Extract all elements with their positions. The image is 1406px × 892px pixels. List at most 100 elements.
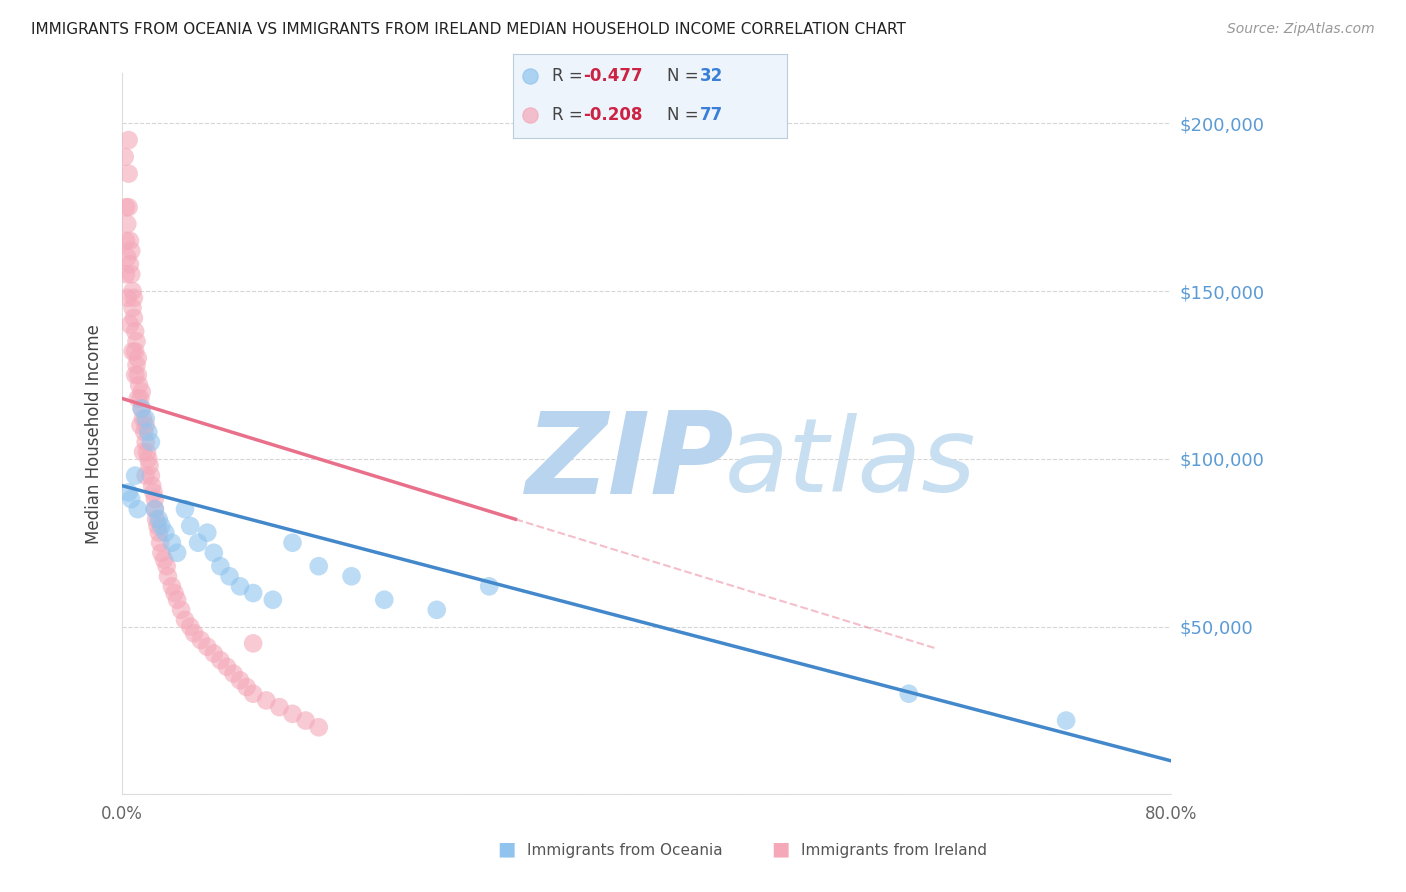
Text: -0.477: -0.477 bbox=[583, 68, 643, 86]
Text: Source: ZipAtlas.com: Source: ZipAtlas.com bbox=[1227, 22, 1375, 37]
Point bbox=[122, 291, 145, 305]
Point bbox=[127, 351, 149, 366]
Point bbox=[138, 458, 160, 473]
Point bbox=[179, 619, 201, 633]
Point bbox=[209, 559, 232, 574]
Point bbox=[174, 502, 197, 516]
Point bbox=[136, 451, 159, 466]
Point bbox=[132, 445, 155, 459]
Point bbox=[129, 392, 152, 406]
Point bbox=[163, 586, 186, 600]
Point bbox=[127, 392, 149, 406]
Point bbox=[148, 512, 170, 526]
Point bbox=[426, 603, 449, 617]
Point bbox=[166, 546, 188, 560]
Point bbox=[131, 401, 153, 416]
Point bbox=[127, 502, 149, 516]
Point bbox=[242, 636, 264, 650]
Point bbox=[478, 579, 501, 593]
Point bbox=[155, 525, 177, 540]
Point bbox=[121, 344, 143, 359]
Point bbox=[235, 680, 257, 694]
Text: N =: N = bbox=[666, 68, 703, 86]
Text: N =: N = bbox=[666, 106, 703, 124]
Point bbox=[115, 200, 138, 214]
Point bbox=[209, 653, 232, 667]
Point bbox=[373, 592, 395, 607]
Text: IMMIGRANTS FROM OCEANIA VS IMMIGRANTS FROM IRELAND MEDIAN HOUSEHOLD INCOME CORRE: IMMIGRANTS FROM OCEANIA VS IMMIGRANTS FR… bbox=[31, 22, 905, 37]
Point bbox=[160, 579, 183, 593]
Point bbox=[117, 133, 139, 147]
Point bbox=[115, 234, 138, 248]
Point bbox=[1054, 714, 1077, 728]
Text: 32: 32 bbox=[700, 68, 723, 86]
Point bbox=[215, 660, 238, 674]
Point bbox=[143, 502, 166, 516]
Point bbox=[117, 485, 139, 500]
Point bbox=[117, 251, 139, 265]
Point bbox=[124, 368, 146, 382]
Text: ZIP: ZIP bbox=[526, 407, 734, 518]
Point bbox=[160, 535, 183, 549]
Point bbox=[124, 324, 146, 338]
Point bbox=[269, 700, 291, 714]
Point bbox=[124, 468, 146, 483]
Text: -0.208: -0.208 bbox=[583, 106, 643, 124]
Point bbox=[143, 492, 166, 507]
Point bbox=[187, 535, 209, 549]
Point bbox=[122, 310, 145, 325]
Point bbox=[166, 592, 188, 607]
Point bbox=[135, 468, 157, 483]
Point bbox=[131, 401, 153, 416]
Point bbox=[120, 492, 142, 507]
Point bbox=[190, 633, 212, 648]
Point bbox=[134, 425, 156, 439]
Point bbox=[120, 244, 142, 258]
Point bbox=[135, 435, 157, 450]
Point bbox=[120, 268, 142, 282]
Point bbox=[153, 552, 176, 566]
Text: atlas: atlas bbox=[725, 412, 977, 513]
Point bbox=[897, 687, 920, 701]
Point bbox=[135, 418, 157, 433]
Point bbox=[281, 706, 304, 721]
Point bbox=[135, 411, 157, 425]
Point bbox=[146, 519, 169, 533]
Point bbox=[139, 435, 162, 450]
Point bbox=[294, 714, 316, 728]
Point bbox=[242, 586, 264, 600]
Point bbox=[340, 569, 363, 583]
Point bbox=[229, 673, 252, 688]
Point bbox=[121, 301, 143, 315]
Point bbox=[118, 234, 141, 248]
Point bbox=[174, 613, 197, 627]
Point bbox=[222, 666, 245, 681]
Point bbox=[132, 411, 155, 425]
Text: Immigrants from Ireland: Immigrants from Ireland bbox=[801, 843, 987, 858]
Point bbox=[129, 418, 152, 433]
Point bbox=[148, 525, 170, 540]
Point bbox=[131, 384, 153, 399]
Text: R =: R = bbox=[551, 68, 588, 86]
Point bbox=[128, 378, 150, 392]
Point bbox=[156, 569, 179, 583]
Point bbox=[139, 468, 162, 483]
Point bbox=[179, 519, 201, 533]
Point bbox=[117, 200, 139, 214]
Point bbox=[117, 167, 139, 181]
Point bbox=[202, 647, 225, 661]
Point bbox=[118, 318, 141, 332]
Text: ■: ■ bbox=[770, 839, 790, 858]
Point bbox=[308, 720, 330, 734]
Point bbox=[125, 358, 148, 372]
Point bbox=[136, 445, 159, 459]
Point bbox=[202, 546, 225, 560]
Point bbox=[262, 592, 284, 607]
Point bbox=[145, 512, 167, 526]
Point bbox=[142, 485, 165, 500]
Point bbox=[117, 291, 139, 305]
Point bbox=[229, 579, 252, 593]
Point bbox=[124, 344, 146, 359]
Point bbox=[127, 368, 149, 382]
Point bbox=[121, 284, 143, 298]
